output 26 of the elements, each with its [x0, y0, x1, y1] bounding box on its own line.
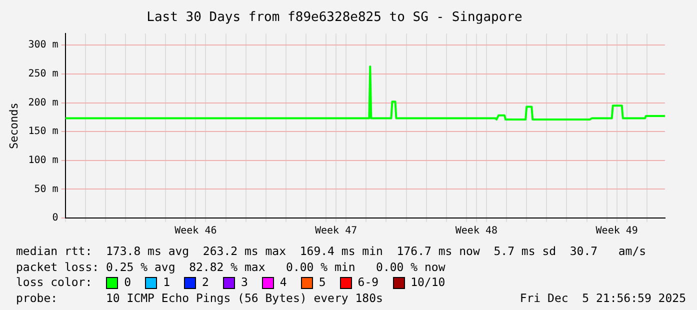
x-tick-label: Week 47 — [314, 226, 358, 237]
legend-label: 0 — [124, 275, 132, 290]
text: Fri Dec 5 21:56:59 2025 — [520, 290, 686, 306]
y-tick-label: 300 m — [28, 40, 58, 51]
y-tick-label: 0 — [52, 212, 58, 224]
legend-label: 10/10 — [410, 275, 446, 290]
legend-label: 4 — [280, 275, 287, 290]
legend-label: 5 — [318, 275, 326, 290]
x-tick-label: Week 46 — [174, 226, 217, 237]
y-tick-label: 200 m — [28, 97, 58, 108]
legend-label: 3 — [240, 275, 248, 290]
y-tick-label: 250 m — [28, 68, 58, 80]
x-tick-label: Week 48 — [455, 226, 498, 237]
legend-label: 6-9 — [358, 275, 379, 290]
y-tick-label: 150 m — [28, 126, 58, 138]
legend-label: 1 — [163, 275, 170, 290]
y-tick-label: 100 m — [28, 154, 58, 166]
y-tick-label: 50 m — [34, 184, 58, 195]
chart-title: Last 30 Days from f89e6328e825 to SG - Singapore — [146, 10, 523, 26]
y-axis-title: Seconds — [7, 102, 20, 149]
legend-label: 2 — [202, 275, 209, 290]
legend-title: loss color: — [16, 275, 92, 290]
text: packet loss: 0.25 % avg 82.82 % max 0.00 % min 0.00 % now — [16, 260, 446, 275]
x-tick-label: Week 49 — [596, 226, 638, 237]
text: median rtt: 173.8 ms avg 263.2 ms max 169.4 ms min 176.7 ms now 5.7 ms sd 30.7 am/s — [16, 244, 648, 260]
text: probe: 10 ICMP Echo Pings (56 Bytes) every 180s — [16, 290, 383, 306]
